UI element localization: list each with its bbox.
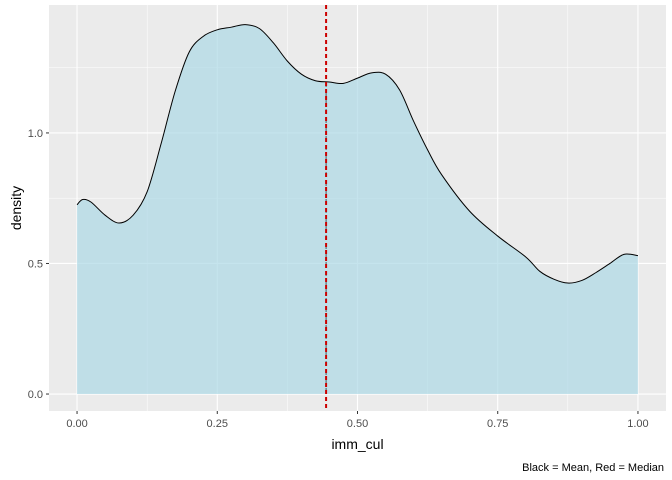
x-tick-label: 0.00 — [66, 418, 87, 430]
x-axis: 0.00 0.25 0.50 0.75 1.00 — [66, 411, 649, 430]
density-area — [77, 24, 638, 395]
x-tick-label: 1.00 — [627, 418, 648, 430]
density-curve — [76, 24, 639, 284]
y-axis-title: density — [8, 186, 24, 230]
y-axis: 0.0 0.5 1.0 — [28, 128, 49, 401]
y-tick-label: 1.0 — [28, 128, 43, 140]
y-tick-label: 0.0 — [28, 389, 43, 401]
x-axis-title: imm_cul — [331, 436, 383, 452]
x-tick-label: 0.75 — [487, 418, 508, 430]
x-tick-label: 0.50 — [347, 418, 368, 430]
caption: Black = Mean, Red = Median — [522, 462, 664, 474]
y-tick-label: 0.5 — [28, 258, 43, 270]
x-tick-label: 0.25 — [207, 418, 228, 430]
